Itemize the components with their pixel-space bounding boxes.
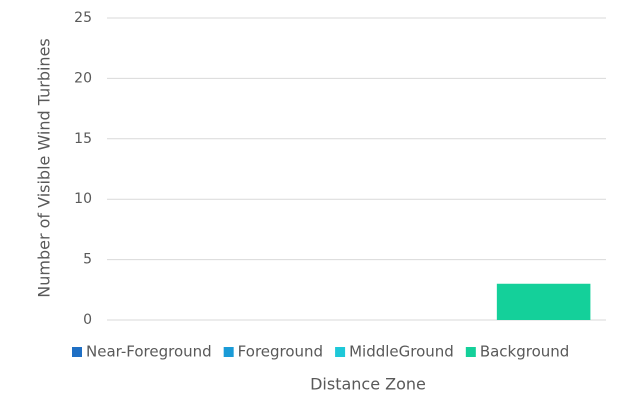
y-tick-label: 0 [83,312,92,328]
legend-swatch [465,347,476,357]
bar [496,283,591,320]
legend-label: Background [480,343,570,361]
y-tick-label: 20 [74,70,92,86]
legend-swatch [223,347,234,357]
y-tick-label: 5 [83,252,92,268]
x-axis-title: Distance Zone [310,375,426,394]
y-tick-label: 25 [74,10,92,26]
legend-label: MiddleGround [349,343,454,361]
y-tick-label: 15 [74,131,92,147]
legend-swatch [72,347,82,357]
legend-label: Foreground [238,343,323,361]
legend-swatch [335,347,346,357]
legend-label: Near-Foreground [86,343,212,361]
y-axis-title: Number of Visible Wind Turbines [35,38,54,298]
y-tick-label: 10 [74,191,92,207]
